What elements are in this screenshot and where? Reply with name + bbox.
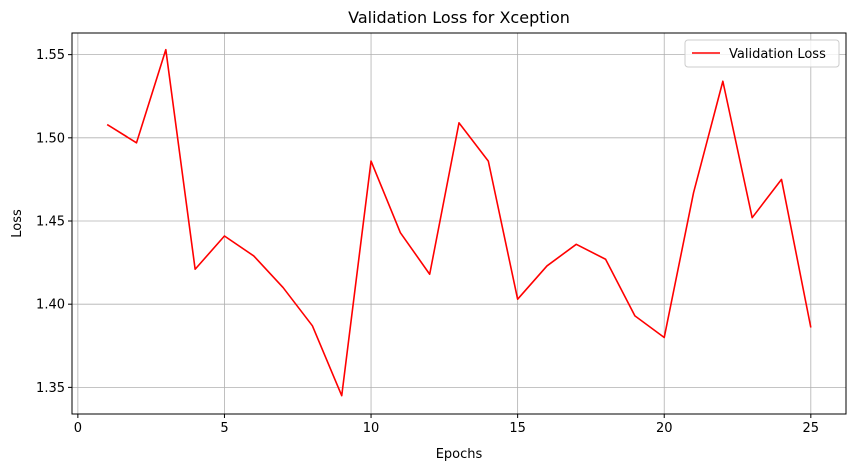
legend: Validation Loss bbox=[684, 39, 840, 68]
x-tick-label: 15 bbox=[509, 421, 526, 436]
x-tick-label: 5 bbox=[220, 421, 228, 436]
legend-box bbox=[684, 39, 840, 68]
y-tick-label: 1.55 bbox=[36, 48, 65, 63]
x-tick-label: 0 bbox=[74, 421, 82, 436]
series-layer bbox=[106, 48, 812, 397]
legend-label: Validation Loss bbox=[729, 47, 826, 62]
grid-layer bbox=[72, 33, 846, 414]
series-line-validation-loss bbox=[106, 48, 812, 397]
x-axis-label: Epochs bbox=[436, 447, 483, 462]
x-tick-label: 10 bbox=[363, 421, 380, 436]
y-axis-label: Loss bbox=[10, 209, 25, 238]
x-tick-label: 25 bbox=[803, 421, 820, 436]
y-tick-label: 1.35 bbox=[36, 381, 65, 396]
x-tick-label: 20 bbox=[656, 421, 673, 436]
chart-title: Validation Loss for Xception bbox=[348, 8, 570, 27]
y-tick-label: 1.50 bbox=[36, 131, 65, 146]
plot-frame bbox=[71, 32, 847, 415]
tick-layer: 0 5 10 15 20 25 1.35 1.40 1.45 1.50 1.55 bbox=[36, 48, 819, 436]
y-tick-label: 1.40 bbox=[36, 298, 65, 313]
y-tick-label: 1.45 bbox=[36, 215, 65, 230]
